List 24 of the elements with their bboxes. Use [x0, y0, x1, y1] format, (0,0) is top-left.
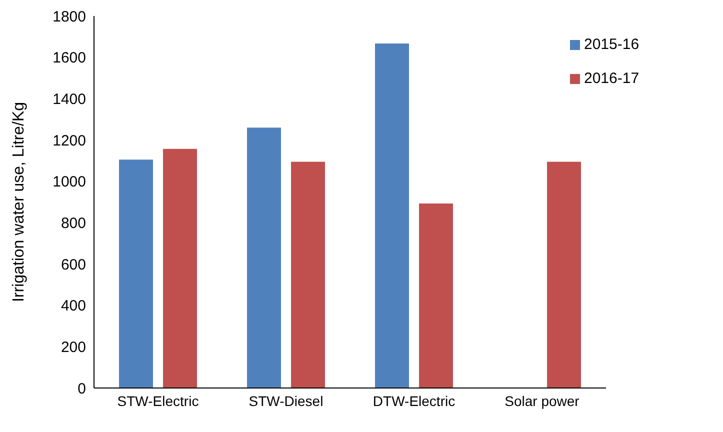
y-tick-label: 600: [60, 256, 86, 274]
bar: [375, 43, 409, 388]
y-tick-label: 1200: [52, 132, 86, 150]
bar: [119, 160, 153, 388]
bar: [291, 162, 325, 388]
y-tick-label: 1400: [52, 90, 86, 108]
legend-label: 2015-16: [584, 36, 640, 53]
bar: [419, 203, 453, 388]
y-tick-label: 1800: [52, 8, 86, 26]
bar: [547, 162, 581, 388]
x-tick-label: DTW-Electric: [372, 392, 456, 409]
x-tick-label: STW-Diesel: [248, 392, 324, 409]
y-tick-label: 200: [60, 338, 86, 356]
y-axis-title: Irrigation water use, Litre/Kg: [10, 102, 28, 302]
x-tick-label: STW-Electric: [117, 392, 199, 409]
bar: [163, 148, 197, 388]
y-tick-label: 0: [78, 380, 86, 398]
y-tick-label: 1600: [52, 50, 86, 67]
y-tick-label: 400: [60, 298, 86, 315]
y-tick-label: 800: [60, 214, 86, 232]
x-tick-label: Solar power: [504, 392, 580, 409]
y-tick-label: 1000: [52, 174, 86, 191]
bar: [247, 128, 281, 388]
legend-label: 2016-17: [584, 70, 640, 87]
